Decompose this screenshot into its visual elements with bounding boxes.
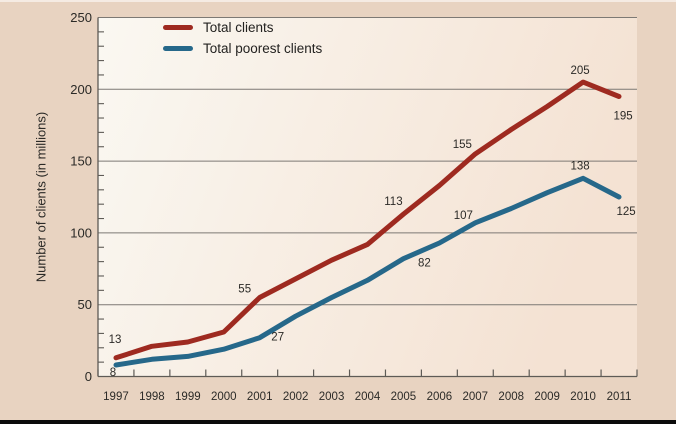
data-point-label: 13 <box>109 334 122 346</box>
x-axis-tick-label: 1998 <box>139 391 165 403</box>
x-axis-tick-label: 2009 <box>534 391 560 403</box>
y-axis-tick-label: 200 <box>70 82 92 97</box>
data-point-label: 55 <box>238 284 251 296</box>
series-line-total-clients <box>113 79 622 361</box>
y-axis-tick-label: 250 <box>70 10 92 25</box>
x-axis-tick-label: 2000 <box>211 391 237 403</box>
legend-label-total-poorest-clients: Total poorest clients <box>203 40 323 56</box>
data-point-label: 155 <box>453 139 472 151</box>
x-axis-tick-label: 2008 <box>498 391 524 403</box>
data-point-label: 113 <box>384 196 402 208</box>
x-axis-tick-label: 2003 <box>319 391 345 403</box>
x-axis-tick-label: 2011 <box>607 391 632 403</box>
total-poorest-clients-line-swatch <box>163 45 193 51</box>
figure-bottom-border <box>0 420 676 424</box>
legend-item-total-clients: Total clients <box>163 19 322 35</box>
plot-area <box>98 17 637 377</box>
x-axis-tick-label: 2010 <box>570 391 596 403</box>
data-point-label: 195 <box>613 110 632 122</box>
x-axis-tick-label: 2006 <box>427 391 453 403</box>
total-clients-line-swatch <box>163 24 193 30</box>
data-point-label: 8 <box>110 367 116 379</box>
y-axis-title: Number of clients (in millions) <box>33 111 49 283</box>
legend-label-total-clients: Total clients <box>203 19 274 35</box>
y-axis-tick-label: 150 <box>70 154 92 169</box>
x-axis-tick-label: 2002 <box>283 391 309 403</box>
data-point-label: 138 <box>571 160 590 172</box>
y-axis-tick-label: 50 <box>78 297 92 312</box>
data-point-label: 27 <box>271 332 284 344</box>
y-axis-tick-label: 100 <box>70 225 92 240</box>
legend: Total clients Total poorest clients <box>163 19 323 56</box>
x-axis-tick-label: 1997 <box>103 391 129 403</box>
data-point-label: 205 <box>571 65 590 77</box>
x-axis-tick-label: 2007 <box>463 391 489 403</box>
data-point-label: 82 <box>418 258 431 270</box>
data-point-label: 125 <box>616 206 635 218</box>
x-axis-tick-label: 2005 <box>391 391 417 403</box>
x-axis-tick-label: 2004 <box>355 391 381 403</box>
x-axis-tick-label: 1999 <box>175 391 201 403</box>
y-axis-tick-label: 0 <box>85 369 92 384</box>
legend-item-total-poorest-clients: Total poorest clients <box>163 40 323 56</box>
top-edge-highlight <box>0 0 676 2</box>
data-point-label: 107 <box>454 210 473 222</box>
series-line-total-poorest-clients <box>113 175 622 368</box>
x-axis-tick-label: 2001 <box>247 391 273 403</box>
